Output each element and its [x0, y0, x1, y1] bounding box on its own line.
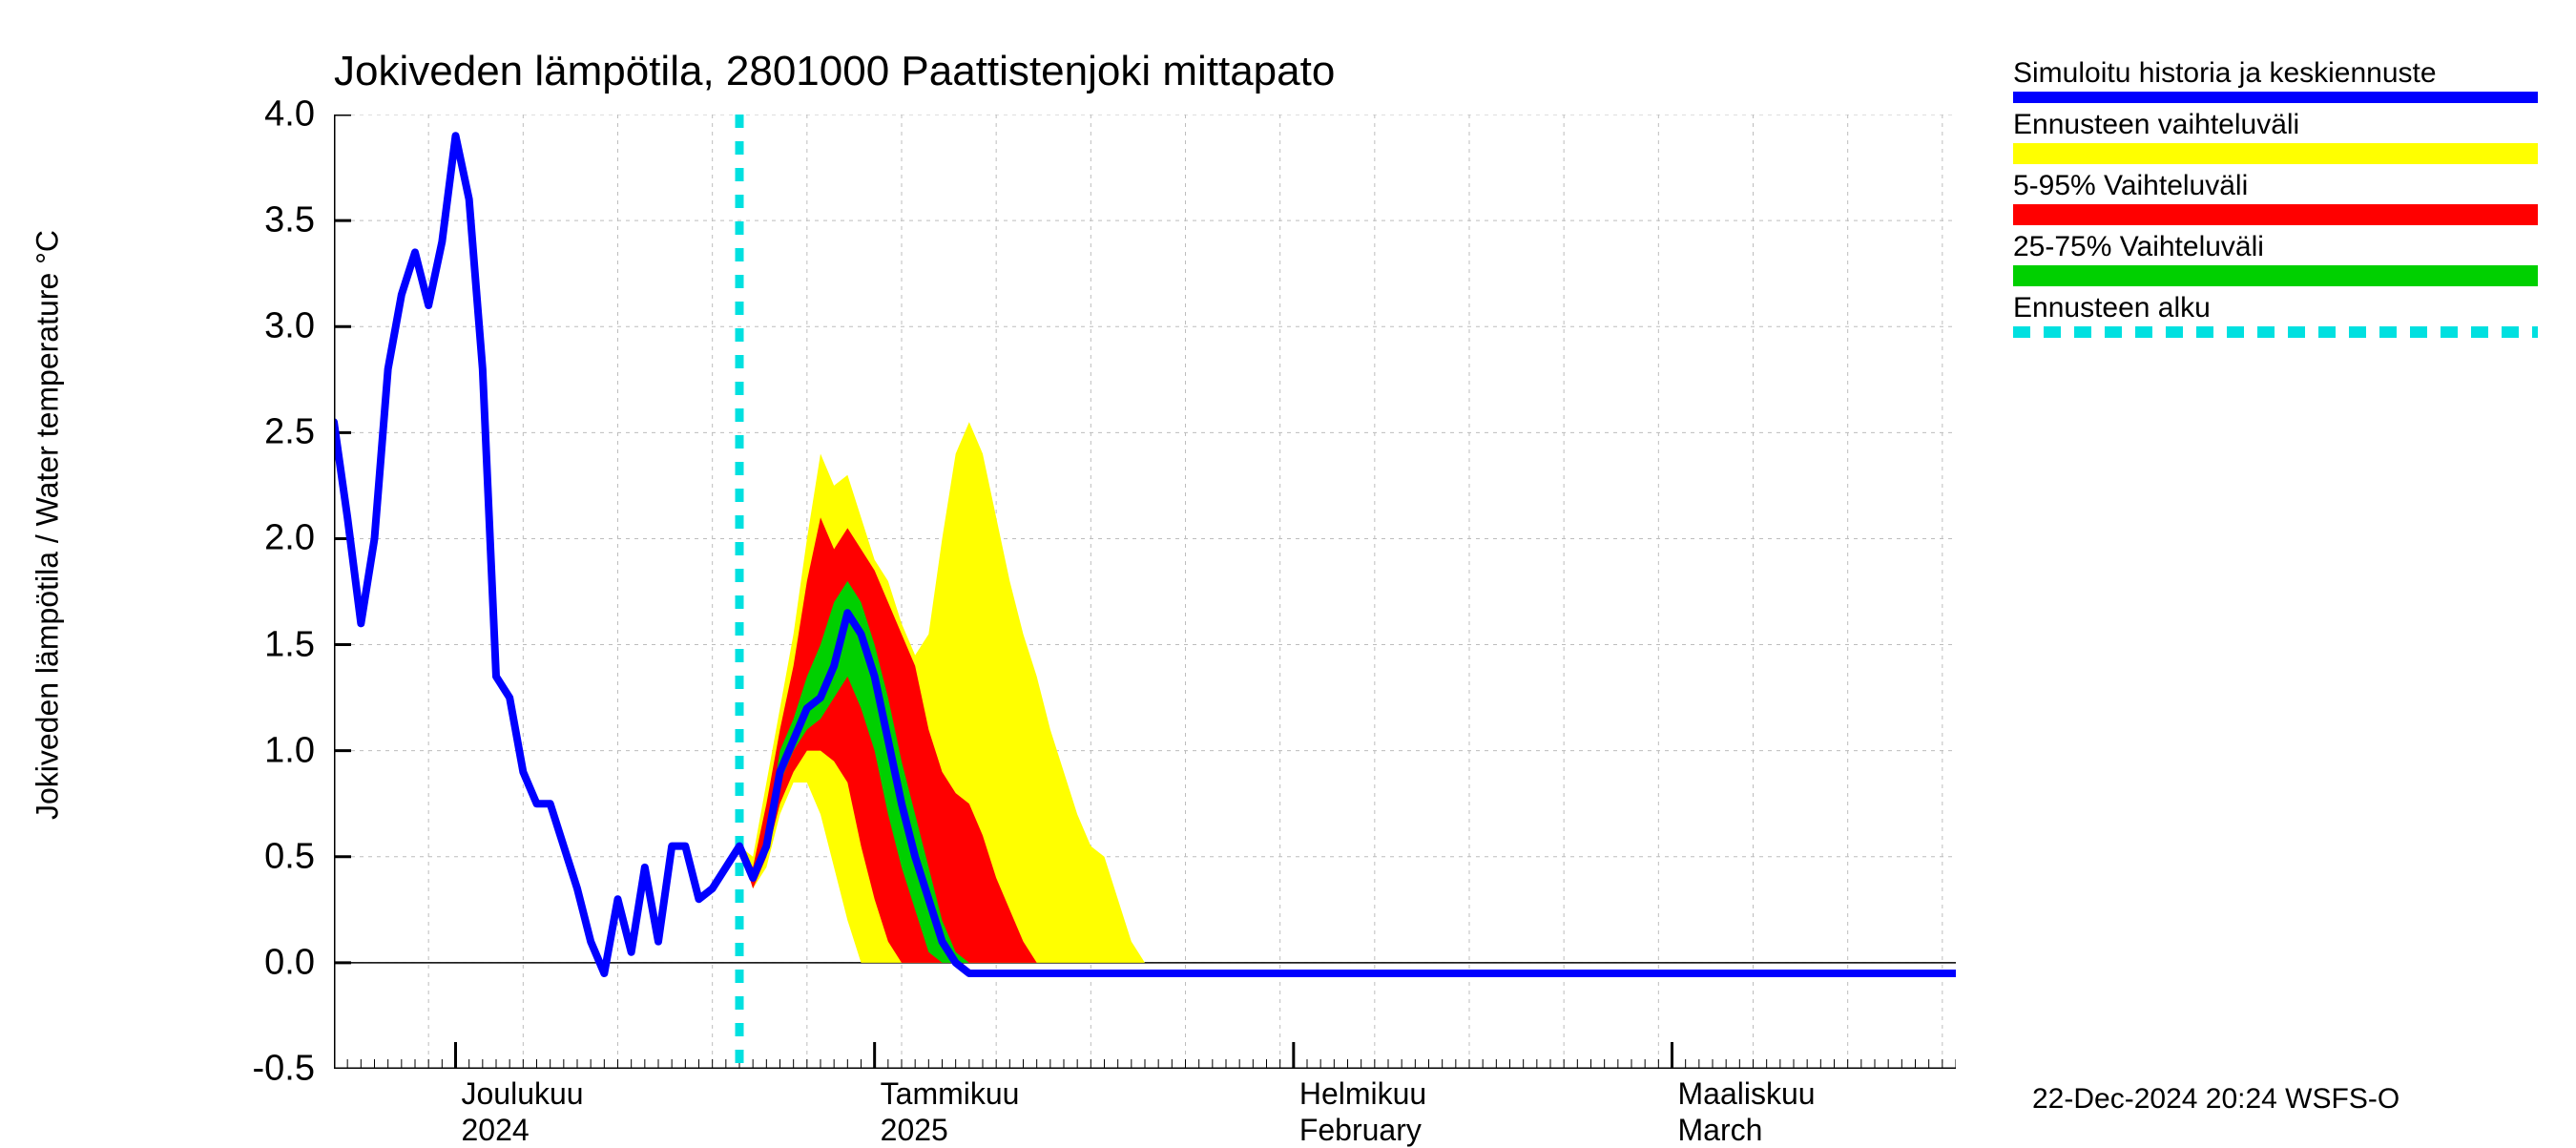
plot-area [334, 115, 1956, 1069]
y-tick-label: 0.0 [219, 942, 315, 983]
y-tick-label: 2.0 [219, 518, 315, 559]
x-tick-label-year: March [1678, 1113, 1763, 1148]
legend-swatch [2013, 143, 2538, 164]
x-tick-label-month: Joulukuu [462, 1076, 584, 1112]
x-tick-label-month: Helmikuu [1299, 1076, 1426, 1112]
chart-container: Jokiveden lämpötila / Water temperature … [0, 0, 2576, 1145]
legend-label: Ennusteen alku [2013, 292, 2538, 324]
y-tick-label: 0.5 [219, 836, 315, 877]
timestamp-label: 22-Dec-2024 20:24 WSFS-O [2032, 1083, 2399, 1116]
legend: Simuloitu historia ja keskiennuste Ennust… [2013, 57, 2538, 344]
y-tick-label: 3.5 [219, 200, 315, 241]
legend-label: Ennusteen vaihteluväli [2013, 109, 2538, 141]
legend-item: 5-95% Vaihteluväli [2013, 170, 2538, 225]
x-tick-label-year: 2024 [462, 1113, 530, 1148]
legend-label: 5-95% Vaihteluväli [2013, 170, 2538, 202]
x-tick-label-year: February [1299, 1113, 1422, 1148]
y-tick-label: 2.5 [219, 412, 315, 453]
x-tick-label-year: 2025 [881, 1113, 948, 1148]
y-tick-label: -0.5 [219, 1049, 315, 1090]
legend-label: Simuloitu historia ja keskiennuste [2013, 57, 2538, 90]
legend-item: 25-75% Vaihteluväli [2013, 231, 2538, 286]
legend-item: Ennusteen alku [2013, 292, 2538, 338]
legend-swatch [2013, 326, 2538, 338]
chart-title: Jokiveden lämpötila, 2801000 Paattistenj… [334, 48, 1335, 95]
y-axis-label: Jokiveden lämpötila / Water temperature … [31, 0, 66, 1050]
legend-swatch [2013, 265, 2538, 286]
y-tick-label: 1.5 [219, 624, 315, 665]
y-tick-label: 3.0 [219, 306, 315, 347]
legend-item: Simuloitu historia ja keskiennuste [2013, 57, 2538, 103]
legend-swatch [2013, 92, 2538, 103]
y-tick-label: 4.0 [219, 94, 315, 136]
x-tick-label-month: Tammikuu [881, 1076, 1020, 1112]
legend-item: Ennusteen vaihteluväli [2013, 109, 2538, 164]
legend-swatch [2013, 204, 2538, 225]
legend-label: 25-75% Vaihteluväli [2013, 231, 2538, 263]
y-tick-label: 1.0 [219, 730, 315, 771]
x-tick-label-month: Maaliskuu [1678, 1076, 1816, 1112]
